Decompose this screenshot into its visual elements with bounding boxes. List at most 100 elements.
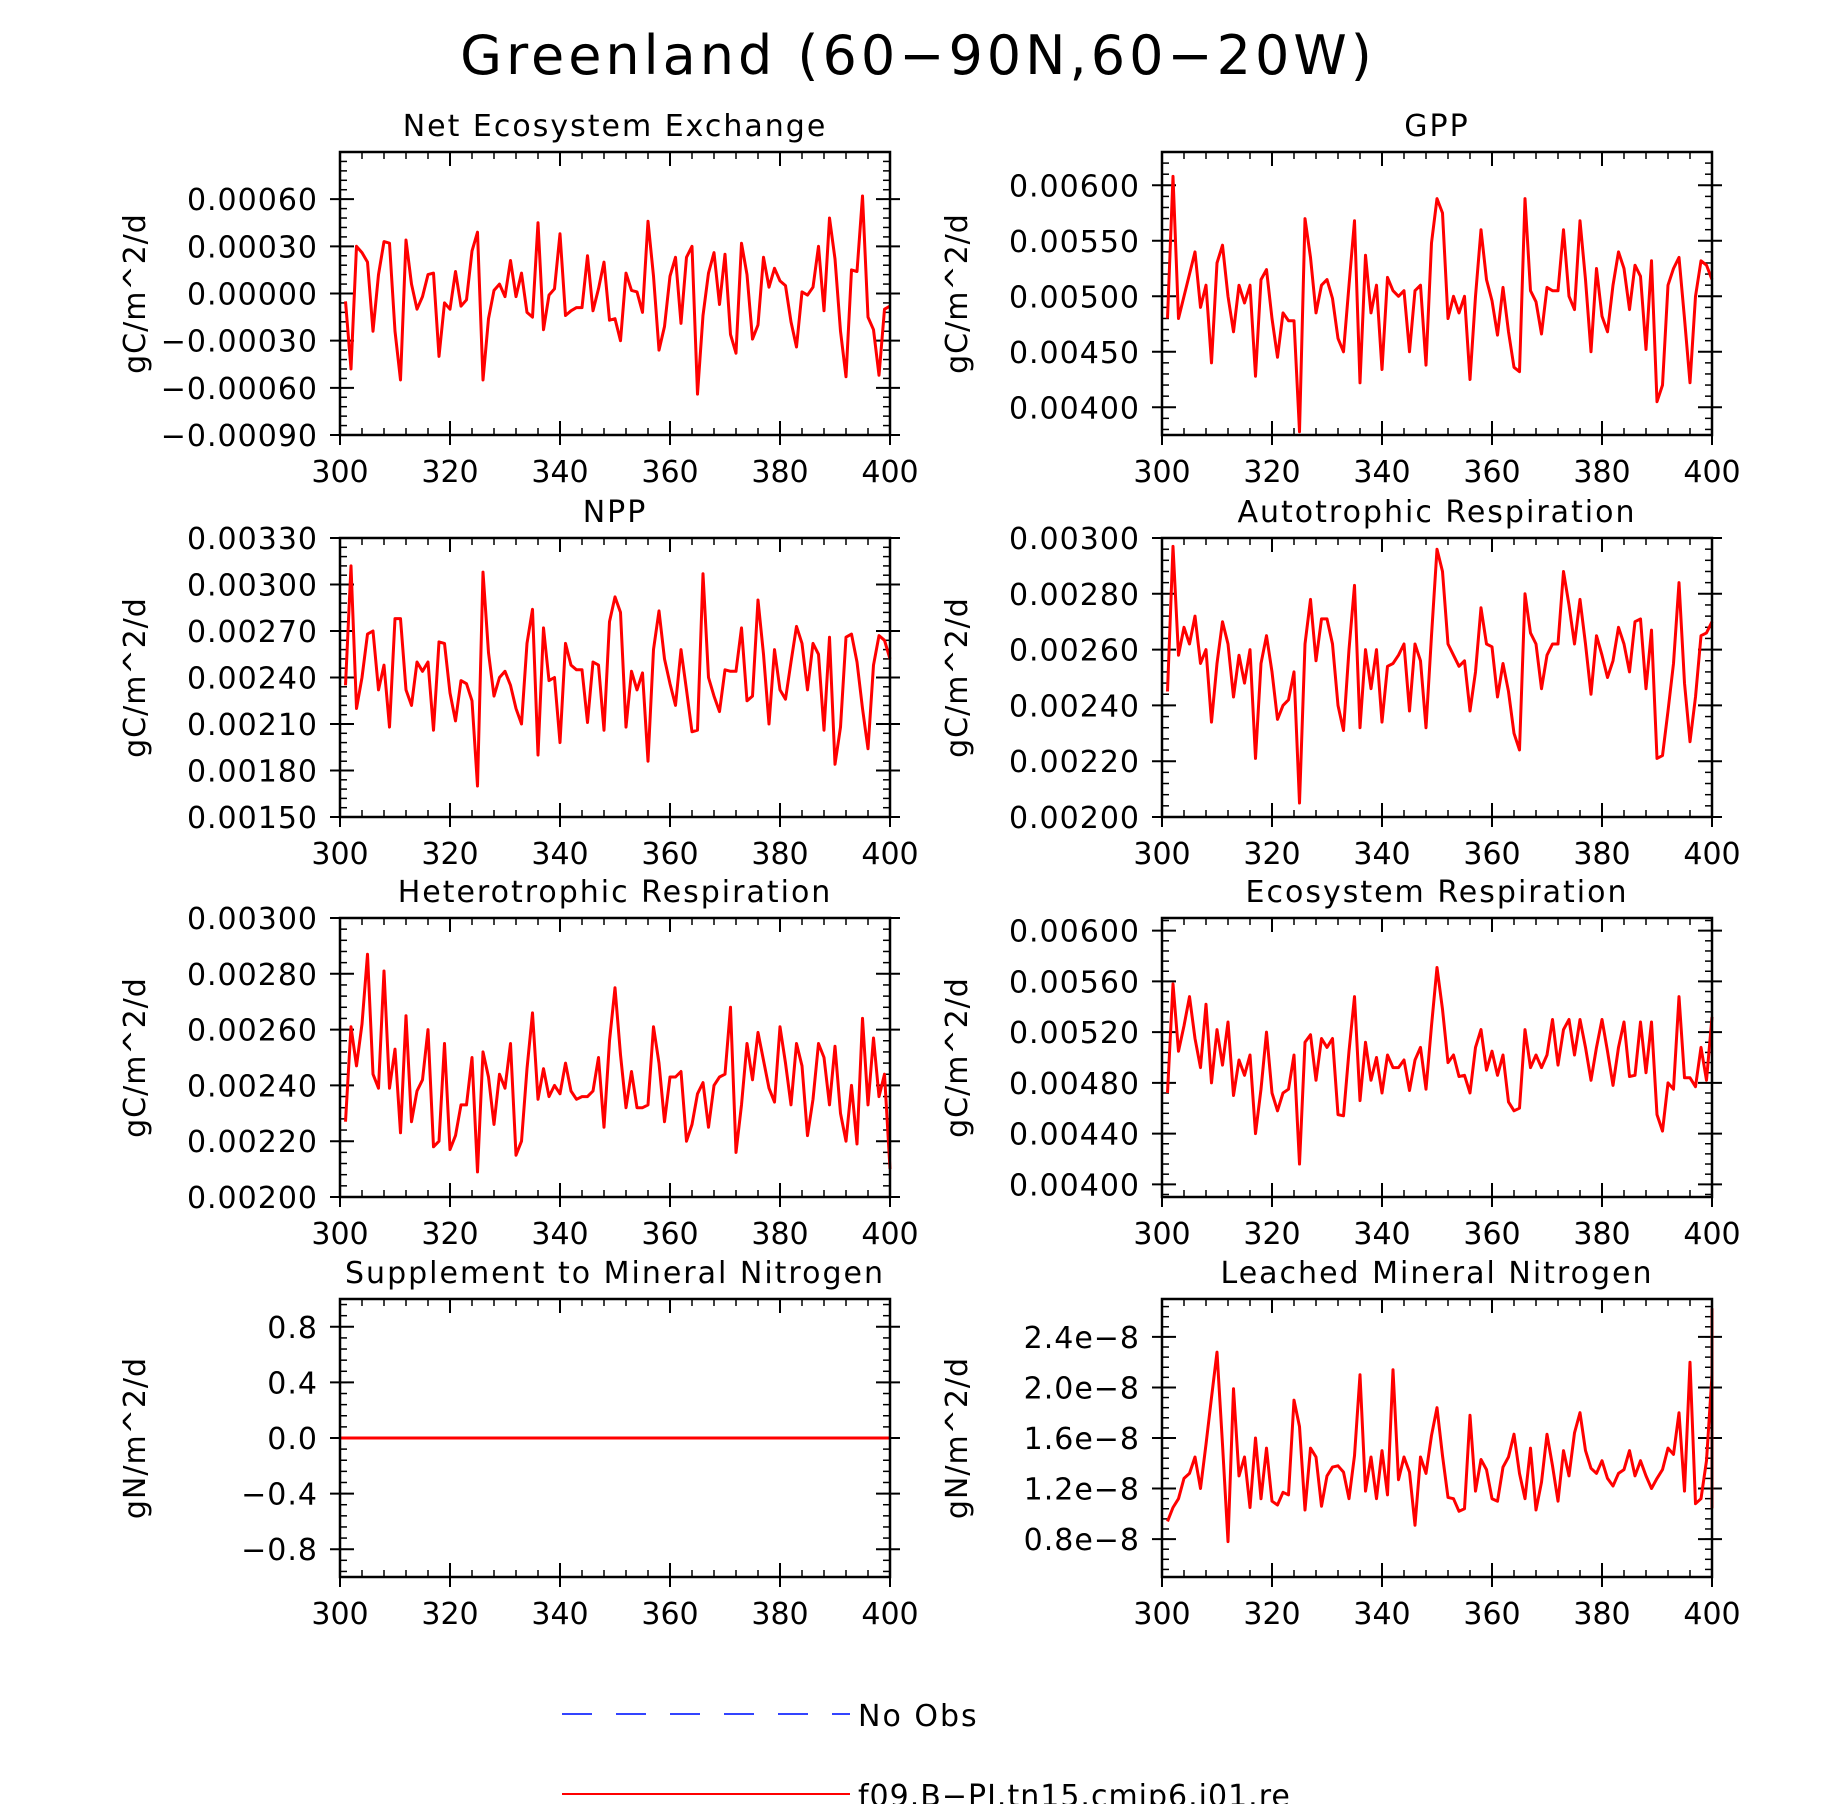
plot-frame: [1160, 916, 1714, 1199]
y-tick-label: 2.0e−8: [1024, 1371, 1140, 1406]
x-tick-label: 360: [1463, 1597, 1520, 1632]
y-axis-label: gN/m^2/d: [940, 1357, 975, 1519]
y-tick-label: 0.00060: [187, 183, 318, 218]
x-tick-label: 340: [1353, 837, 1410, 872]
y-tick-label: 0.00280: [1009, 578, 1140, 613]
x-tick-label: 320: [1243, 1597, 1300, 1632]
x-tick-label: 360: [1463, 837, 1520, 872]
x-tick-label: 400: [1683, 837, 1740, 872]
y-tick-label: 0.00330: [187, 522, 318, 557]
chart-panels: Net Ecosystem Exchange gC/m^2/d 300 320 340 3…: [118, 109, 1741, 1632]
y-tick-label: 0.00220: [187, 1125, 318, 1160]
y-tick-label: 0.00180: [187, 755, 318, 790]
y-tick-label: 1.2e−8: [1024, 1473, 1140, 1508]
x-tick-label: 340: [1353, 1597, 1410, 1632]
y-tick-label: −0.00030: [161, 325, 318, 360]
x-tick-label: 380: [1573, 455, 1630, 490]
chart-supplement-to-mineral-nitrogen: Supplement to Mineral Nitrogen gN/m^2/d 30…: [118, 1256, 919, 1632]
y-tick-label: 0.00560: [1009, 965, 1140, 1000]
x-tick-label: 380: [1573, 1597, 1630, 1632]
x-tick-label: 300: [1133, 1597, 1190, 1632]
x-tick-label: 400: [861, 837, 918, 872]
y-tick-label: 0.00270: [187, 615, 318, 650]
y-tick-label: 0.00450: [1009, 336, 1140, 371]
x-tick-label: 360: [641, 1217, 698, 1252]
x-tick-label: 340: [1353, 1217, 1410, 1252]
y-tick-label: 0.00260: [1009, 634, 1140, 669]
panel-title: GPP: [1404, 109, 1469, 144]
series-line: [1166, 1307, 1714, 1544]
y-tick-label: 0.00300: [187, 902, 318, 937]
plot-frame: [338, 536, 892, 819]
y-tick-label: 0.00280: [187, 958, 318, 993]
series-line: [344, 194, 891, 396]
x-tick-label: 400: [1683, 1217, 1740, 1252]
x-tick-label: 320: [1243, 1217, 1300, 1252]
y-tick-label: 0.8: [267, 1311, 318, 1346]
y-tick-label: 0.8e−8: [1024, 1523, 1140, 1558]
x-tick-label: 320: [1243, 455, 1300, 490]
figure-title: Greenland (60−90N,60−20W): [460, 24, 1376, 87]
x-tick-label: 360: [641, 1597, 698, 1632]
x-tick-label: 300: [1133, 837, 1190, 872]
y-tick-label: 0.00300: [187, 569, 318, 604]
y-tick-label: 0.00400: [1009, 391, 1140, 426]
x-tick-label: 380: [751, 837, 808, 872]
x-tick-label: 360: [641, 455, 698, 490]
y-tick-label: 0.00210: [187, 708, 318, 743]
x-tick-label: 340: [531, 1217, 588, 1252]
x-tick-label: 340: [531, 1597, 588, 1632]
x-tick-label: 300: [311, 1597, 368, 1632]
panel-title: Ecosystem Respiration: [1246, 875, 1629, 910]
x-tick-label: 360: [1463, 455, 1520, 490]
y-tick-label: 0.00150: [187, 801, 318, 836]
y-tick-label: 0.4: [267, 1366, 318, 1401]
plot-frame: [1160, 536, 1714, 819]
series-line: [344, 952, 892, 1174]
y-tick-label: 0.00300: [1009, 522, 1140, 557]
chart-gpp: GPP gC/m^2/d 300 320 340 360 380 400 0.00400 0.00…: [940, 109, 1741, 490]
x-tick-label: 380: [751, 1217, 808, 1252]
y-tick-label: 0.00400: [1009, 1168, 1140, 1203]
y-tick-label: 0.00240: [187, 662, 318, 697]
y-axis-label: gC/m^2/d: [118, 977, 153, 1138]
x-tick-label: 380: [1573, 1217, 1630, 1252]
x-tick-label: 400: [1683, 1597, 1740, 1632]
y-tick-label: 0.00030: [187, 230, 318, 265]
series-line: [1166, 174, 1714, 434]
x-tick-label: 320: [421, 837, 478, 872]
series-line: [344, 564, 892, 788]
x-tick-label: 400: [861, 1597, 918, 1632]
legend-label-no-obs: No Obs: [858, 1699, 979, 1734]
plot-frame: [1160, 150, 1714, 437]
x-tick-label: 300: [1133, 1217, 1190, 1252]
y-tick-label: −0.00090: [161, 419, 318, 454]
chart-leached-mineral-nitrogen: Leached Mineral Nitrogen gN/m^2/d 300 320 34…: [940, 1256, 1741, 1632]
x-tick-label: 320: [421, 1217, 478, 1252]
series-line: [1166, 966, 1714, 1166]
y-tick-label: 0.00200: [1009, 801, 1140, 836]
y-axis-label: gC/m^2/d: [940, 597, 975, 758]
chart-net-ecosystem-exchange: Net Ecosystem Exchange gC/m^2/d 300 320 340 3…: [118, 109, 919, 490]
y-tick-label: −0.00060: [161, 372, 318, 407]
y-tick-label: 0.00480: [1009, 1067, 1140, 1102]
y-axis-label: gN/m^2/d: [118, 1357, 153, 1519]
x-tick-label: 360: [641, 837, 698, 872]
x-tick-label: 300: [311, 1217, 368, 1252]
panel-title: Autotrophic Respiration: [1237, 495, 1636, 530]
x-tick-label: 380: [1573, 837, 1630, 872]
legend-label-run: f09.B−PI.tn15.cmip6.j01.re: [858, 1779, 1291, 1804]
x-tick-label: 340: [531, 455, 588, 490]
chart-autotrophic-respiration: Autotrophic Respiration gC/m^2/d 300 320 340…: [940, 495, 1741, 872]
chart-heterotrophic-respiration: Heterotrophic Respiration gC/m^2/d 300 320 3…: [118, 875, 919, 1252]
panel-title: Net Ecosystem Exchange: [403, 109, 828, 144]
y-tick-label: 0.00240: [1009, 689, 1140, 724]
x-tick-label: 300: [311, 837, 368, 872]
x-tick-label: 400: [861, 455, 918, 490]
plot-frame: [338, 916, 892, 1199]
y-tick-label: 0.00240: [187, 1069, 318, 1104]
x-tick-label: 340: [1353, 455, 1410, 490]
x-tick-label: 300: [311, 455, 368, 490]
panel-title: Heterotrophic Respiration: [398, 875, 833, 910]
